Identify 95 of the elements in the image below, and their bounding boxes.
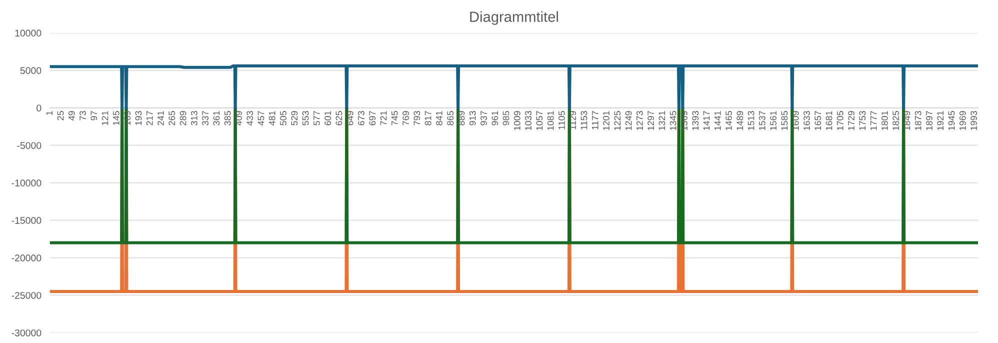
x-tick-label: 1873: [914, 111, 922, 130]
x-tick-label: 1225: [614, 111, 621, 130]
line-series: [50, 64, 978, 110]
y-tick-label: -25000: [12, 292, 42, 299]
x-tick-label: 937: [480, 111, 487, 126]
x-tick-label: 577: [314, 111, 320, 126]
x-tick-label: 313: [190, 111, 198, 126]
x-tick-label: 121: [102, 111, 108, 126]
x-tick-label: 1393: [692, 111, 699, 130]
y-tick-label: -10000: [12, 180, 42, 186]
x-tick-label: 1321: [658, 111, 666, 130]
x-tick-label: 1585: [781, 111, 788, 130]
x-tick-label: 1153: [580, 111, 588, 130]
x-tick-label: 553: [302, 111, 309, 126]
x-tick-label: 985: [502, 111, 510, 126]
x-tick-label: 1441: [714, 111, 721, 130]
x-tick-label: 673: [358, 111, 364, 126]
x-tick-label: 1777: [870, 111, 877, 130]
x-tick-label: 1681: [826, 111, 832, 130]
x-tick-label: 1465: [726, 111, 732, 130]
x-tick-label: 1657: [814, 111, 822, 130]
y-tick-label: -20000: [12, 254, 42, 262]
x-tick-label: 1129: [570, 111, 576, 130]
x-tick-label: 1417: [703, 111, 710, 130]
x-tick-label: 649: [346, 111, 354, 126]
x-tick-label: 1345: [670, 111, 676, 130]
x-tick-label: 1273: [636, 111, 643, 130]
x-tick-label: 1609: [792, 111, 799, 130]
x-tick-label: 721: [380, 111, 387, 126]
x-tick-label: 1057: [536, 111, 543, 130]
x-tick-label: 625: [336, 111, 342, 126]
x-tick-label: 1: [46, 111, 52, 115]
x-tick-label: 457: [258, 111, 264, 126]
x-tick-label: 961: [492, 111, 498, 126]
x-tick-label: 769: [402, 111, 409, 126]
x-tick-label: 217: [146, 111, 153, 126]
x-tick-label: 697: [369, 111, 376, 126]
x-tick-label: 409: [236, 111, 242, 126]
x-tick-label: 73: [80, 111, 86, 120]
x-tick-label: 1729: [848, 111, 854, 130]
x-tick-label: 169: [124, 111, 131, 126]
x-tick-label: 49: [68, 111, 75, 120]
x-tick-label: 241: [158, 111, 164, 126]
x-tick-label: 1009: [514, 111, 520, 130]
x-tick-label: 1969: [959, 111, 966, 130]
x-tick-label: 265: [168, 111, 176, 126]
y-tick-label: 0: [36, 104, 42, 112]
x-tick-label: 193: [135, 111, 142, 126]
x-tick-label: 1825: [892, 111, 900, 130]
y-tick-label: 10000: [15, 30, 42, 37]
y-tick-label: -15000: [12, 217, 42, 224]
x-tick-label: 337: [202, 111, 208, 126]
x-tick-label: 25: [57, 111, 64, 120]
y-tick-label: -30000: [12, 329, 42, 336]
x-tick-label: 1993: [970, 111, 977, 130]
x-tick-label: 601: [324, 111, 331, 126]
x-tick-label: 1249: [625, 111, 632, 130]
x-tick-label: 505: [280, 111, 286, 126]
x-tick-label: 1705: [836, 111, 844, 130]
x-tick-label: 529: [291, 111, 298, 126]
x-tick-label: 1633: [804, 111, 810, 130]
x-tick-label: 1921: [937, 111, 944, 130]
x-tick-label: 1177: [592, 111, 598, 130]
x-tick-label: 1897: [926, 111, 932, 130]
x-tick-label: 841: [436, 111, 442, 126]
x-tick-label: 1081: [547, 111, 554, 130]
x-tick-label: 865: [447, 111, 454, 126]
x-tick-label: 1201: [603, 111, 610, 130]
x-tick-label: 1537: [758, 111, 766, 130]
x-tick-label: 1753: [859, 111, 866, 130]
x-tick-label: 1297: [648, 111, 654, 130]
x-tick-label: 889: [458, 111, 465, 126]
x-tick-label: 1801: [881, 111, 888, 130]
x-tick-label: 793: [414, 111, 420, 126]
x-tick-label: 433: [246, 111, 254, 126]
chart-title: Diagrammtitel: [470, 11, 558, 25]
x-tick-label: 289: [180, 111, 186, 126]
x-tick-label: 385: [224, 111, 231, 126]
x-tick-label: 97: [90, 111, 98, 120]
x-tick-label: 745: [392, 111, 398, 126]
x-tick-label: 1489: [736, 111, 744, 130]
y-tick-label: -5000: [17, 142, 42, 149]
x-tick-label: 1513: [748, 111, 754, 130]
y-tick-label: 5000: [20, 67, 42, 74]
x-tick-label: 817: [424, 111, 432, 126]
x-tick-label: 1105: [558, 111, 565, 130]
x-tick-label: 1945: [948, 111, 955, 130]
x-tick-label: 1369: [681, 111, 688, 130]
x-tick-label: 913: [469, 111, 476, 126]
x-tick-label: 1849: [904, 111, 910, 130]
x-tick-label: 361: [213, 111, 220, 126]
x-tick-label: 145: [113, 111, 120, 126]
x-tick-label: 1033: [525, 111, 532, 130]
x-tick-label: 481: [268, 111, 276, 126]
x-tick-label: 1561: [770, 111, 777, 130]
